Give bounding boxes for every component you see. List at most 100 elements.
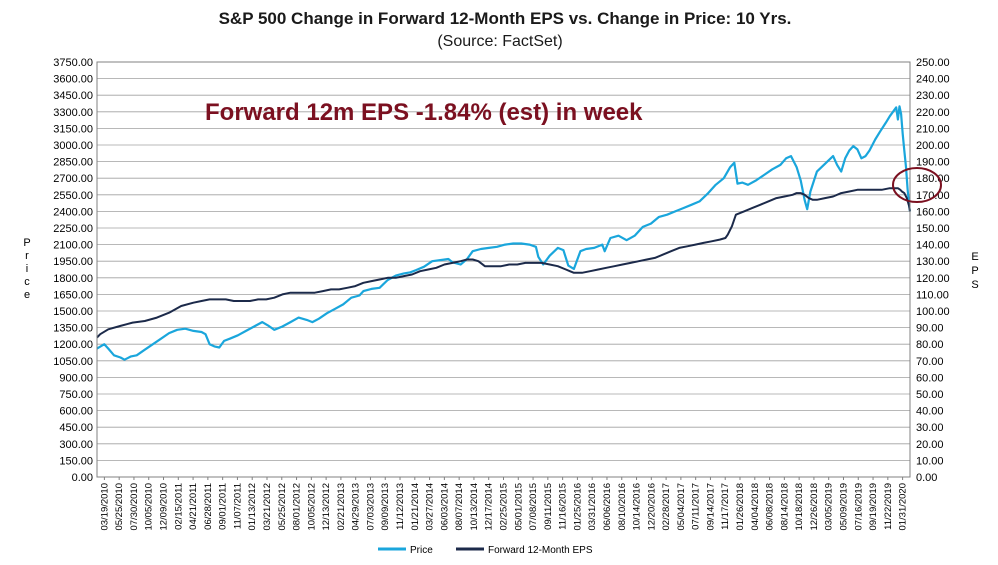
y-axis-label-left-5: e <box>24 289 30 301</box>
left-tick-label: 450.00 <box>59 422 93 434</box>
x-tick-label: 03/27/2014 <box>425 483 436 531</box>
right-tick-label: 10.00 <box>916 455 944 467</box>
left-tick-label: 2400.00 <box>53 206 93 218</box>
y-axis-label-left-1: P <box>23 237 30 249</box>
left-tick-label: 3450.00 <box>53 90 93 102</box>
right-tick-label: 30.00 <box>916 422 944 434</box>
right-tick-label: 190.00 <box>916 157 950 169</box>
right-tick-label: 0.00 <box>916 472 937 484</box>
highlight-circle <box>892 167 942 203</box>
right-tick-label: 100.00 <box>916 306 950 318</box>
x-tick-label: 06/08/2018 <box>765 483 776 531</box>
right-tick-label: 70.00 <box>916 356 944 368</box>
right-tick-label: 60.00 <box>916 372 944 384</box>
x-tick-label: 11/07/2011 <box>232 483 243 529</box>
x-tick-label: 07/08/2015 <box>528 483 539 531</box>
left-tick-label: 1050.00 <box>53 356 93 368</box>
right-tick-label: 40.00 <box>916 406 944 418</box>
right-tick-label: 20.00 <box>916 439 944 451</box>
x-tick-label: 11/17/2017 <box>720 483 731 530</box>
x-tick-label: 08/14/2018 <box>779 483 790 531</box>
x-tick-label: 02/28/2017 <box>661 483 672 531</box>
x-tick-label: 02/21/2013 <box>336 483 347 531</box>
left-tick-label: 2700.00 <box>53 173 93 185</box>
x-tick-label: 05/04/2017 <box>676 483 687 531</box>
left-tick-label: 1200.00 <box>53 339 93 351</box>
left-tick-label: 900.00 <box>59 372 93 384</box>
x-tick-label: 12/17/2014 <box>484 483 495 531</box>
left-tick-label: 750.00 <box>59 389 93 401</box>
x-tick-label: 10/05/2012 <box>306 483 317 531</box>
left-tick-label: 2550.00 <box>53 190 93 202</box>
left-tick-label: 1800.00 <box>53 273 93 285</box>
x-tick-label: 02/25/2015 <box>499 483 510 531</box>
x-tick-label: 09/09/2013 <box>380 483 391 531</box>
x-tick-label: 01/31/2020 <box>898 483 909 531</box>
left-tick-label: 1650.00 <box>53 289 93 301</box>
x-tick-label: 09/01/2011 <box>218 483 229 530</box>
left-tick-label: 300.00 <box>59 439 93 451</box>
x-tick-label: 06/03/2014 <box>439 483 450 531</box>
left-tick-label: 1350.00 <box>53 323 93 335</box>
right-tick-label: 230.00 <box>916 90 950 102</box>
left-tick-label: 3300.00 <box>53 107 93 119</box>
x-tick-label: 08/10/2016 <box>617 483 628 531</box>
x-tick-label: 07/30/2010 <box>129 483 140 531</box>
left-tick-label: 2850.00 <box>53 157 93 169</box>
x-tick-label: 04/04/2018 <box>750 483 761 531</box>
x-tick-label: 03/21/2012 <box>262 483 273 531</box>
x-tick-label: 08/07/2014 <box>454 483 465 531</box>
right-tick-label: 120.00 <box>916 273 950 285</box>
x-tick-label: 09/14/2017 <box>705 483 716 531</box>
right-tick-label: 150.00 <box>916 223 950 235</box>
left-tick-label: 2250.00 <box>53 223 93 235</box>
y-axis-label-left-3: i <box>26 263 28 275</box>
y-axis-label-left-4: c <box>24 276 30 288</box>
chart-title: S&P 500 Change in Forward 12-Month EPS v… <box>219 9 792 28</box>
plot-frame <box>96 61 911 478</box>
right-tick-label: 250.00 <box>916 57 950 69</box>
y-axis-label-right-1: E <box>971 251 978 263</box>
x-tick-label: 12/26/2018 <box>809 483 820 531</box>
x-tick-label: 10/18/2018 <box>794 483 805 531</box>
left-tick-label: 3150.00 <box>53 123 93 135</box>
series-lines <box>96 105 912 361</box>
eps-annotation: Forward 12m EPS -1.84% (est) in week <box>205 99 643 126</box>
eps-line <box>96 187 911 339</box>
left-axis-ticks: 0.00 150.00 300.00 450.00 600.00 750.00 900.00… <box>53 57 93 484</box>
x-tick-label: 03/05/2019 <box>824 483 835 531</box>
x-tick-label: 07/11/2017 <box>691 483 702 530</box>
legend: Price Forward 12-Month EPS <box>378 545 593 556</box>
x-tick-label: 07/16/2019 <box>853 483 864 531</box>
chart-subtitle: (Source: FactSet) <box>437 33 562 50</box>
left-tick-label: 0.00 <box>72 472 93 484</box>
x-tick-label: 01/21/2014 <box>410 483 421 531</box>
right-tick-label: 50.00 <box>916 389 944 401</box>
x-tick-label: 10/13/2014 <box>469 483 480 531</box>
x-tick-label: 11/12/2013 <box>395 483 406 530</box>
y-axis-label-right-3: S <box>971 279 978 291</box>
price-line <box>96 105 912 361</box>
x-tick-label: 05/01/2015 <box>513 483 524 531</box>
right-tick-label: 170.00 <box>916 190 950 202</box>
x-tick-label: 06/06/2016 <box>602 483 613 531</box>
left-tick-label: 3000.00 <box>53 140 93 152</box>
left-tick-label: 2100.00 <box>53 240 93 252</box>
left-tick-label: 3750.00 <box>53 57 93 69</box>
right-tick-label: 110.00 <box>916 289 949 301</box>
x-tick-label: 10/14/2016 <box>632 483 643 531</box>
x-tick-label: 02/15/2011 <box>173 483 184 530</box>
right-axis-ticks: 0.00 10.00 20.00 30.00 40.00 50.00 60.00 70.00 8… <box>916 57 950 484</box>
right-tick-label: 130.00 <box>916 256 950 268</box>
right-tick-label: 220.00 <box>916 107 950 119</box>
x-tick-label: 04/21/2011 <box>188 483 199 530</box>
left-tick-label: 1500.00 <box>53 306 93 318</box>
right-tick-label: 210.00 <box>916 123 950 135</box>
x-tick-label: 05/25/2010 <box>114 483 125 531</box>
x-tick-label: 01/25/2016 <box>572 483 583 531</box>
right-tick-label: 140.00 <box>916 240 950 252</box>
x-tick-label: 11/22/2019 <box>883 483 894 530</box>
x-tick-label: 12/09/2010 <box>159 483 170 531</box>
